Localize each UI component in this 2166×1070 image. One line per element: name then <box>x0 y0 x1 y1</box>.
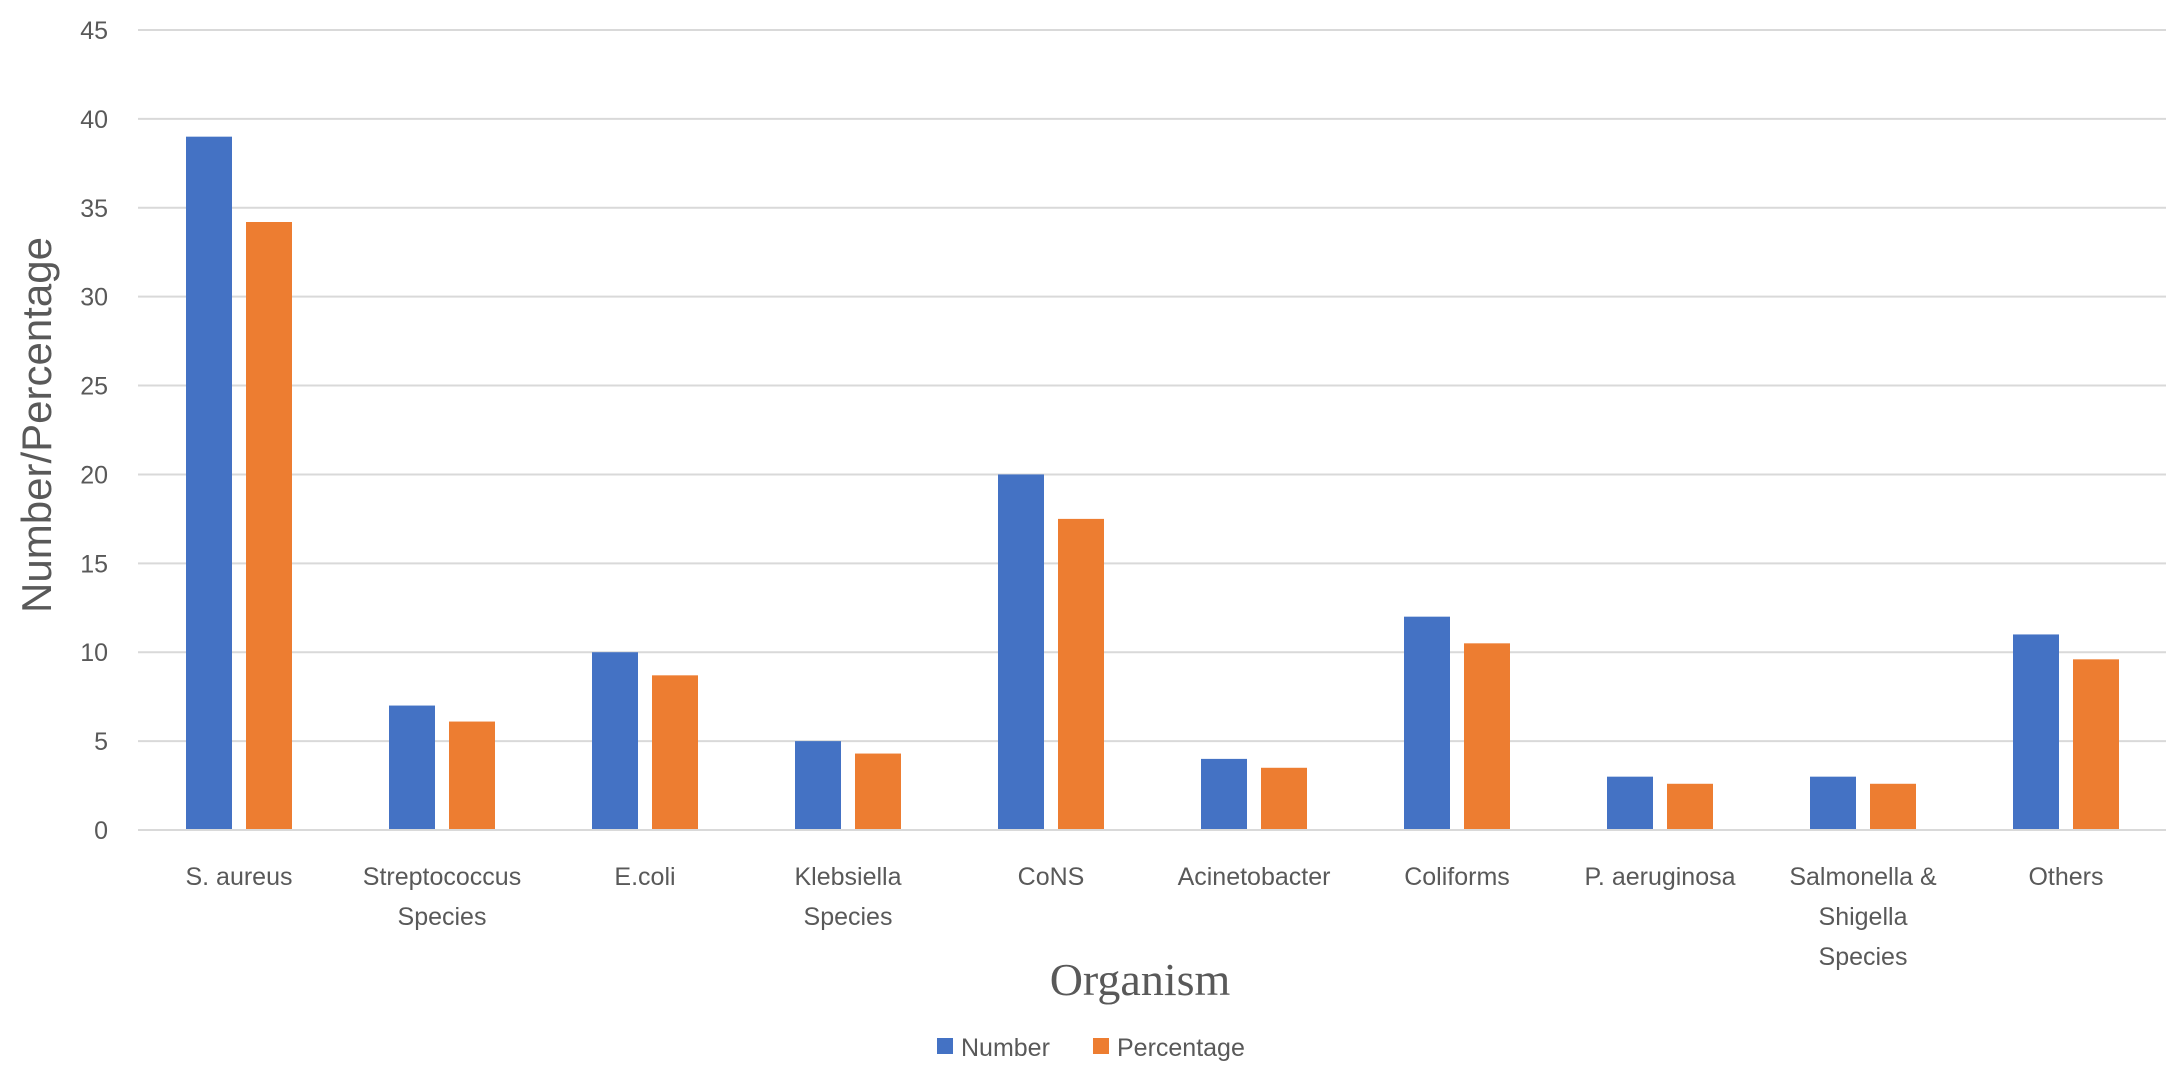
bar-number <box>1404 616 1450 830</box>
x-category-label: E.coli <box>614 863 675 891</box>
x-axis-categories: S. aureus Streptococcus Species E.coli Klebs… <box>185 863 2103 971</box>
x-category-label: Streptococcus <box>363 863 521 891</box>
bar-number <box>998 474 1044 830</box>
bar-number <box>1810 776 1856 830</box>
y-axis-title: Number/Percentage <box>13 237 60 613</box>
bar-number <box>592 652 638 830</box>
y-tick-label: 30 <box>80 284 108 312</box>
bar-number <box>186 136 232 830</box>
bar-number <box>795 741 841 830</box>
y-tick-label: 20 <box>80 461 108 489</box>
bar-number <box>1201 758 1247 830</box>
x-axis-title: Organism <box>1050 954 1231 1005</box>
y-axis-ticks: 0 5 10 15 20 25 30 35 40 45 <box>80 17 108 845</box>
x-category-label: Shigella <box>1819 903 1908 931</box>
x-category-label: Others <box>2028 863 2103 891</box>
y-tick-label: 5 <box>94 728 108 756</box>
x-category-label: Species <box>398 903 487 931</box>
legend-swatch-percentage <box>1093 1038 1109 1054</box>
y-tick-label: 0 <box>94 817 108 845</box>
bar-number <box>2013 634 2059 830</box>
legend-swatch-number <box>937 1038 953 1054</box>
x-category-label: Species <box>1819 943 1908 971</box>
x-category-label: Klebsiella <box>794 863 901 891</box>
y-tick-label: 10 <box>80 639 108 667</box>
y-tick-label: 45 <box>80 17 108 45</box>
bar-percentage <box>449 721 495 830</box>
y-tick-label: 35 <box>80 195 108 223</box>
x-category-label: Acinetobacter <box>1178 863 1331 891</box>
y-tick-label: 15 <box>80 550 108 578</box>
x-category-label: Salmonella & <box>1789 863 1937 891</box>
legend-label-number: Number <box>961 1034 1050 1062</box>
bar-percentage <box>855 753 901 830</box>
x-category-label: S. aureus <box>185 863 292 891</box>
bar-number <box>1607 776 1653 830</box>
y-tick-label: 25 <box>80 373 108 401</box>
x-category-label: Species <box>804 903 893 931</box>
bar-percentage <box>1464 643 1510 830</box>
legend: Number Percentage <box>937 1034 1245 1062</box>
x-category-label: CoNS <box>1018 863 1085 891</box>
bar-percentage <box>2073 659 2119 830</box>
bar-percentage <box>1261 767 1307 830</box>
bars <box>186 136 2119 830</box>
bar-number <box>389 705 435 830</box>
x-category-label: Coliforms <box>1404 863 1510 891</box>
bar-percentage <box>652 675 698 830</box>
y-tick-label: 40 <box>80 106 108 134</box>
legend-label-percentage: Percentage <box>1117 1034 1245 1062</box>
bar-percentage <box>246 222 292 830</box>
bar-percentage <box>1058 518 1104 830</box>
bar-percentage <box>1667 783 1713 830</box>
x-category-label: P. aeruginosa <box>1584 863 1735 891</box>
gridlines <box>138 29 2166 743</box>
bar-percentage <box>1870 783 1916 830</box>
